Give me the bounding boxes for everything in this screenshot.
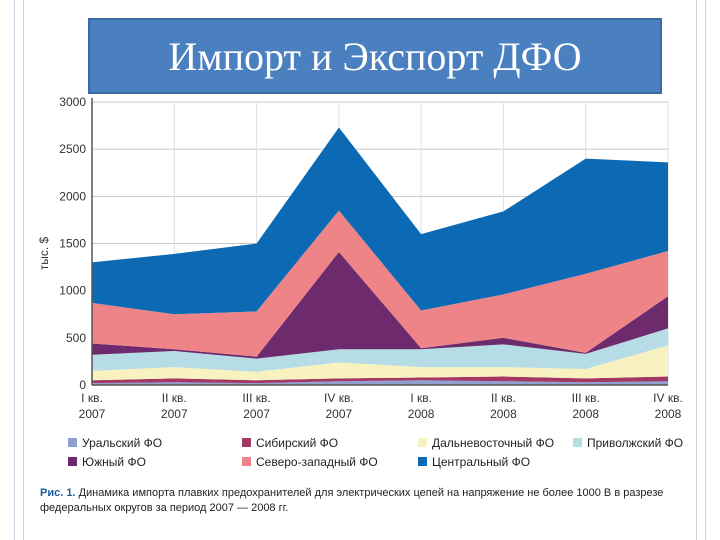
- x-tick-label: I кв.: [410, 391, 432, 405]
- y-tick-label: 1000: [59, 284, 86, 298]
- legend-swatch: [242, 438, 251, 447]
- legend-swatch: [418, 438, 427, 447]
- y-tick-label: 3000: [59, 95, 86, 109]
- legend-label: Северо-западный ФО: [256, 455, 378, 469]
- axis-layer: 0 500 1000 1500 2000 2500 3000 I кв. 2007 II кв. 2…: [37, 95, 683, 421]
- figure-caption: Рис. 1. Динамика импорта плавких предохр…: [40, 486, 690, 516]
- series-area-4: [92, 252, 668, 359]
- x-tick-label: II кв.: [491, 391, 516, 405]
- x-tick-label-year: 2008: [655, 407, 682, 421]
- legend-label: Дальневосточный ФО: [432, 436, 554, 450]
- y-tick-label: 2000: [59, 189, 86, 203]
- x-tick-label: IV кв.: [653, 391, 683, 405]
- x-tick-label-year: 2007: [161, 407, 188, 421]
- x-tick-label: III кв.: [572, 391, 600, 405]
- legend-swatch: [68, 438, 77, 447]
- legend-label: Сибирский ФО: [256, 436, 338, 450]
- y-tick-label: 500: [66, 331, 86, 345]
- y-tick-label: 1500: [59, 237, 86, 251]
- caption-label: Рис. 1.: [40, 487, 76, 499]
- x-tick-label: III кв.: [242, 391, 270, 405]
- series-area-0: [92, 380, 668, 385]
- x-tick-label-year: 2008: [408, 407, 435, 421]
- x-tick-label-year: 2008: [490, 407, 517, 421]
- x-tick-label-year: 2007: [326, 407, 353, 421]
- series-area-3: [92, 328, 668, 372]
- series-area-6: [92, 127, 668, 315]
- y-tick-label: 2500: [59, 142, 86, 156]
- series-area-2: [92, 345, 668, 381]
- legend-swatch: [242, 457, 251, 466]
- x-tick-label: IV кв.: [324, 391, 354, 405]
- title-box: Импорт и Экспорт ДФО: [88, 18, 662, 94]
- legend-layer: Уральский ФО Сибирский ФО Дальневосточный …: [68, 436, 683, 469]
- series-area-1: [92, 376, 668, 384]
- y-axis-label: тыс. $: [37, 236, 51, 270]
- slide-right-border: [696, 0, 706, 540]
- x-tick-label-year: 2007: [243, 407, 270, 421]
- area-layer: [92, 127, 668, 385]
- slide-title: Импорт и Экспорт ДФО: [168, 33, 582, 79]
- caption-text: Динамика импорта плавких предохранителей…: [40, 487, 664, 514]
- legend-label: Южный ФО: [82, 455, 146, 469]
- legend-swatch: [573, 438, 582, 447]
- x-tick-label: I кв.: [81, 391, 103, 405]
- legend-label: Уральский ФО: [82, 436, 162, 450]
- y-tick-label: 0: [79, 378, 86, 392]
- x-tick-label-year: 2007: [79, 407, 106, 421]
- x-tick-label: II кв.: [162, 391, 187, 405]
- area-chart: 0 500 1000 1500 2000 2500 3000 I кв. 2007 II кв. 2…: [37, 95, 683, 469]
- x-tick-label-year: 2008: [572, 407, 599, 421]
- legend-swatch: [418, 457, 427, 466]
- series-area-5: [92, 210, 668, 357]
- legend-swatch: [68, 457, 77, 466]
- legend-label: Центральный ФО: [432, 455, 530, 469]
- legend-label: Приволжский ФО: [587, 436, 683, 450]
- slide-left-border: [14, 0, 24, 540]
